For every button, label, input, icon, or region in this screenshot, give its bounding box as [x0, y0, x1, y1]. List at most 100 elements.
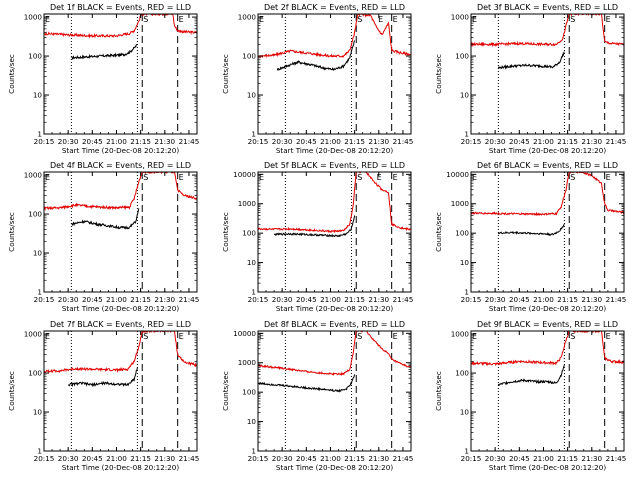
time-marker-2: S	[143, 173, 148, 182]
y-tick-label: 100	[242, 388, 256, 397]
time-marker-2: S	[570, 332, 575, 341]
events-series	[71, 208, 140, 230]
panel-det-6: 20:15 20:30 20:45 21:00 21:15 21:30 21:45 1 10 10…	[434, 161, 626, 313]
time-marker-1: E	[259, 332, 264, 341]
x-axis-label: Start Time (20-Dec-08 20:12:20)	[62, 146, 179, 155]
plot-frame	[470, 330, 625, 452]
panel-det-9: 20:15 20:30 20:45 21:00 21:15 21:30 21:45 1 10 10…	[434, 320, 626, 472]
y-tick-label: 10	[247, 91, 257, 100]
y-tick-label: 1000	[238, 199, 257, 208]
x-tick-label: 21:30	[154, 454, 175, 463]
lld-series	[258, 172, 411, 234]
x-tick-label: 21:30	[368, 295, 389, 304]
x-tick-label: 20:45	[82, 137, 103, 146]
x-tick-label: 20:45	[296, 454, 317, 463]
x-tick-label: 20:45	[82, 295, 103, 304]
x-tick-label: 20:30	[58, 137, 79, 146]
time-marker-3: E	[393, 332, 398, 341]
y-tick-label: 1	[464, 447, 469, 456]
panel-title: Det 9f BLACK = Events, RED = LLD	[477, 320, 618, 329]
y-tick-label: 100	[28, 52, 42, 61]
panel-det-4: 20:15 20:30 20:45 21:00 21:15 21:30 21:45 1 10 10…	[7, 161, 199, 313]
panel-det-7: 20:15 20:30 20:45 21:00 21:15 21:30 21:45 1 10 10…	[7, 320, 199, 472]
y-tick-label: 10	[460, 91, 470, 100]
x-tick-label: 20:45	[82, 454, 103, 463]
y-axis-label: Counts/sec	[7, 371, 16, 411]
y-axis-label: Counts/sec	[434, 54, 443, 94]
time-marker-1: E	[45, 15, 50, 24]
x-tick-label: 20:30	[485, 137, 506, 146]
x-tick-label: 21:45	[606, 295, 627, 304]
time-marker-1: E	[472, 332, 477, 341]
x-tick-label: 21:30	[368, 137, 389, 146]
panel-title: Det 3f BLACK = Events, RED = LLD	[477, 3, 618, 12]
x-tick-label: 20:30	[272, 454, 293, 463]
time-marker-2: S	[143, 15, 148, 24]
x-tick-label: 21:00	[106, 137, 127, 146]
x-tick-label: 21:00	[533, 137, 554, 146]
panel-title: Det 2f BLACK = Events, RED = LLD	[264, 3, 405, 12]
x-tick-label: 21:00	[320, 454, 341, 463]
events-series	[497, 223, 565, 237]
time-marker-2: S	[143, 332, 148, 341]
panel-det-8: 20:15 20:30 20:45 21:00 21:15 21:30 21:45 1 10 10…	[221, 320, 413, 472]
x-tick-label: 20:30	[272, 295, 293, 304]
y-axis-label: Counts/sec	[221, 371, 230, 411]
y-tick-label: 1	[251, 130, 256, 139]
x-tick-label: 21:00	[533, 295, 554, 304]
plot-frame	[257, 13, 412, 135]
y-tick-label: 10000	[233, 329, 256, 338]
y-tick-label: 10	[33, 91, 43, 100]
x-axis-label: Start Time (20-Dec-08 20:12:20)	[489, 304, 606, 313]
x-tick-label: 21:15	[557, 295, 578, 304]
lld-series	[44, 14, 197, 39]
x-tick-label: 21:30	[581, 137, 602, 146]
plot-frame	[470, 171, 625, 293]
time-marker-3: E	[179, 173, 184, 182]
events-series	[497, 51, 565, 70]
x-tick-label: 21:00	[106, 295, 127, 304]
x-tick-label: 20:30	[272, 137, 293, 146]
x-tick-label: 21:30	[154, 295, 175, 304]
time-marker-3: E	[179, 15, 184, 24]
time-marker-2: S	[570, 173, 575, 182]
lld-series	[44, 172, 197, 212]
y-axis-label: Counts/sec	[434, 212, 443, 252]
time-marker-2: S	[357, 15, 362, 24]
panel-title: Det 4f BLACK = Events, RED = LLD	[50, 161, 191, 170]
lld-series	[258, 331, 411, 377]
y-tick-label: 1	[251, 288, 256, 297]
x-tick-label: 21:30	[581, 295, 602, 304]
y-tick-label: 100	[28, 369, 42, 378]
y-tick-label: 100	[28, 210, 42, 219]
y-axis-label: Counts/sec	[7, 54, 16, 94]
y-tick-label: 1000	[451, 13, 470, 22]
y-axis-label: Counts/sec	[221, 212, 230, 252]
x-axis-label: Start Time (20-Dec-08 20:12:20)	[489, 463, 606, 472]
time-marker-3: E	[606, 15, 611, 24]
time-marker-2: S	[357, 332, 362, 341]
y-tick-label: 100	[455, 52, 469, 61]
x-tick-label: 20:15	[248, 295, 269, 304]
lld-series	[471, 172, 624, 216]
x-tick-label: 21:45	[606, 137, 627, 146]
x-tick-label: 21:15	[344, 295, 365, 304]
lld-series	[471, 14, 624, 48]
x-tick-label: 21:45	[606, 454, 627, 463]
x-tick-label: 21:00	[320, 137, 341, 146]
y-tick-label: 10	[33, 249, 43, 258]
panel-title: Det 8f BLACK = Events, RED = LLD	[264, 320, 405, 329]
x-tick-label: 20:15	[461, 295, 482, 304]
panel-title: Det 6f BLACK = Events, RED = LLD	[477, 161, 618, 170]
y-tick-label: 1	[464, 288, 469, 297]
x-tick-label: 20:45	[296, 295, 317, 304]
time-marker-3: E	[377, 173, 382, 182]
y-tick-label: 1000	[451, 330, 470, 339]
time-marker-4: E	[393, 15, 398, 24]
x-tick-label: 21:00	[533, 454, 554, 463]
time-marker-1: E	[45, 332, 50, 341]
x-tick-label: 21:00	[320, 295, 341, 304]
time-marker-2: S	[357, 173, 362, 182]
time-marker-2: S	[570, 15, 575, 24]
